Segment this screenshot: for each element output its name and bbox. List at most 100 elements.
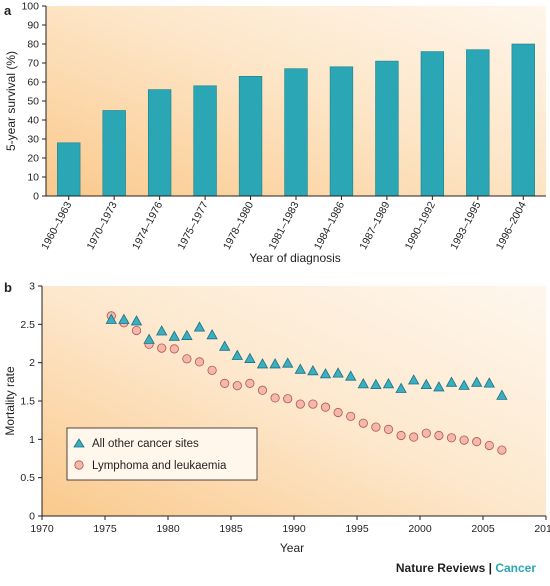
bar-1981–1983 [284,68,308,197]
x-tick-label: 1990 [282,523,306,535]
legend-label-all-other-cancer-sites: All other cancer sites [92,438,199,450]
y-tick-label: 80 [27,39,39,51]
bar-1978–1980 [238,76,263,197]
bar-1993–1995 [466,49,490,197]
y-tick-label: 10 [27,172,39,184]
x-tick-label: 1978–1980 [221,200,256,252]
point-lymphoma-and-leukaemia [320,402,331,412]
x-tick-label: 1975–1977 [175,200,210,252]
point-all-other-cancer-sites [269,358,281,369]
x-tick-label: 1970–1973 [85,200,120,252]
panel-b-y-ticks: 0 0.5 1 1.5 2 2.5 3 [20,281,42,523]
point-all-other-cancer-sites [294,363,306,374]
journal-section: Cancer [495,561,536,575]
x-tick-label: 1980 [156,523,180,535]
bar-1996–2004 [511,43,535,197]
point-all-other-cancer-sites [256,358,269,369]
point-lymphoma-and-leukaemia [131,325,142,336]
point-lymphoma-and-leukaemia [182,354,192,364]
y-tick-label: 60 [27,77,39,89]
panel-b: b Mortality rate Year 0 0.5 1 1.5 2 2.5 3 1970… [3,280,550,555]
x-tick-label: 1995 [345,523,369,535]
point-lymphoma-and-leukaemia [295,399,305,409]
journal-separator: | [488,561,492,575]
y-tick-label: 1.5 [20,396,35,408]
y-tick-label: 100 [21,1,39,13]
point-lymphoma-and-leukaemia [232,381,242,391]
point-all-other-cancer-sites [282,357,294,368]
point-all-other-cancer-sites [130,315,143,326]
point-lymphoma-and-leukaemia [396,430,406,441]
panel-b-x-ticks: 1970 1975 1980 1985 1990 1995 2000 2005 2010 [30,516,550,535]
point-all-other-cancer-sites [156,325,168,336]
y-tick-label: 0 [29,511,35,523]
point-all-other-cancer-sites [471,376,483,387]
x-tick-label: 1960–1963 [39,200,74,252]
x-tick-label: 2000 [408,523,432,535]
y-tick-label: 0 [33,191,39,203]
bar-1975–1977 [193,85,217,197]
point-all-other-cancer-sites [408,374,420,385]
point-lymphoma-and-leukaemia [220,378,230,388]
panel-b-legend: All other cancer sites Lymphoma and leuk… [66,427,258,481]
point-all-other-cancer-sites [332,367,344,378]
panel-a-label: a [4,3,12,18]
y-tick-label: 20 [27,153,39,165]
point-lymphoma-and-leukaemia [497,445,507,455]
legend-circle-marker [74,460,84,470]
y-tick-label: 90 [27,20,39,32]
x-tick-label: 1981–1983 [266,200,301,252]
point-all-other-cancer-sites [433,381,445,392]
point-lymphoma-and-leukaemia [484,440,494,451]
bar-1974–1976 [147,89,172,197]
point-lymphoma-and-leukaemia [333,407,343,418]
x-tick-label: 1974–1976 [130,200,165,252]
point-all-other-cancer-sites [345,370,357,381]
panel-a-x-ticks: 1960–1963 1970–1973 1974–1976 1975–1977 1978… [39,196,529,252]
y-tick-label: 40 [27,115,39,127]
point-all-other-cancer-sites [382,378,395,389]
point-all-other-cancer-sites [143,333,155,344]
bar-1987–1989 [375,60,399,197]
point-lymphoma-and-leukaemia [346,411,356,421]
point-lymphoma-and-leukaemia [157,343,167,353]
panel-a-x-axis-label: Year of diagnosis [249,251,341,265]
point-lymphoma-and-leukaemia [358,418,368,428]
y-tick-label: 30 [27,134,39,146]
panel-b-label: b [4,280,12,295]
panel-b-y-axis-label: Mortality rate [3,366,17,436]
x-tick-label: 1990–1992 [403,200,438,252]
y-tick-label: 50 [27,96,39,108]
point-all-other-cancer-sites [168,330,180,341]
point-lymphoma-and-leukaemia [459,435,469,445]
point-lymphoma-and-leukaemia [383,424,394,434]
point-all-other-cancer-sites [181,329,193,340]
bar-1970–1973 [102,110,126,197]
point-lymphoma-and-leukaemia [371,422,381,432]
point-all-other-cancer-sites [118,313,130,324]
legend-box [66,427,258,481]
point-lymphoma-and-leukaemia [308,399,318,409]
point-lymphoma-and-leukaemia [207,365,217,375]
x-tick-label: 1985 [219,523,243,535]
point-all-other-cancer-sites [319,368,332,379]
point-all-other-cancer-sites [420,378,432,390]
bar-1990–1992 [420,51,445,197]
bar-1984–1986 [329,66,354,197]
y-tick-label: 70 [27,58,39,70]
panel-b-background [42,286,546,516]
point-lymphoma-and-leukaemia [169,344,179,354]
point-lymphoma-and-leukaemia [257,385,268,395]
x-tick-label: 1975 [93,523,117,535]
x-tick-label: 1993–1995 [448,200,483,252]
point-all-other-cancer-sites [193,321,206,332]
point-all-other-cancer-sites [370,378,382,390]
point-lymphoma-and-leukaemia [472,437,482,447]
point-lymphoma-and-leukaemia [245,378,255,388]
x-tick-label: 2010 [534,523,550,535]
y-tick-label: 3 [29,281,35,293]
journal-name: Nature Reviews [395,561,486,575]
panel-a-y-ticks: 0 10 20 30 40 50 60 70 80 90 100 [21,1,46,203]
point-lymphoma-and-leukaemia [409,432,419,442]
